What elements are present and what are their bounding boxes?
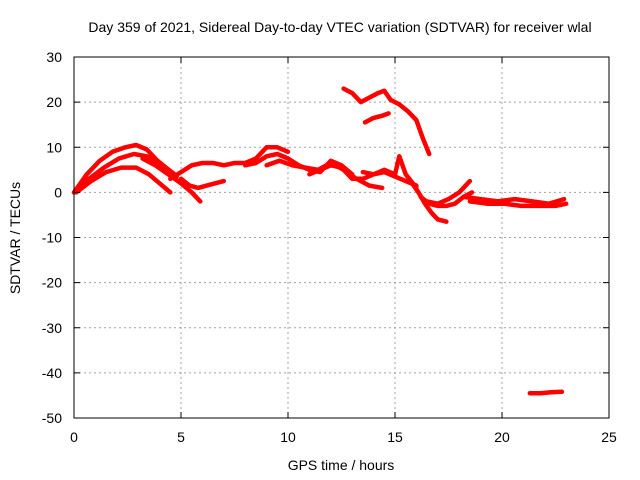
grid-layer xyxy=(74,57,609,418)
series-arc-17 xyxy=(362,111,391,125)
x-axis-label: GPS time / hours xyxy=(288,457,395,473)
x-tick-label: 20 xyxy=(494,429,510,445)
series-arc-11 xyxy=(409,181,449,224)
series-arc-6 xyxy=(178,176,227,191)
y-axis-label: SDTVAR / TECUs xyxy=(7,182,23,294)
x-tick-label: 10 xyxy=(280,429,296,445)
y-tick-label: 30 xyxy=(46,49,62,65)
series-arc-18 xyxy=(527,389,565,396)
y-tick-label: 0 xyxy=(54,184,62,200)
y-tick-label: -20 xyxy=(42,275,62,291)
tick-layer: 0 5 10 15 20 25 -50 -40 -30 -20 -10 0 10 20 30 xyxy=(42,49,617,445)
x-tick-label: 5 xyxy=(177,429,185,445)
y-tick-label: -30 xyxy=(42,320,62,336)
chart-title: Day 359 of 2021, Sidereal Day-to-day VTE… xyxy=(88,19,591,35)
series-arc-9 xyxy=(307,163,419,188)
x-tick-label: 15 xyxy=(387,429,403,445)
series-arc-15 xyxy=(467,199,569,209)
series-arc-4 xyxy=(140,156,203,204)
series-arc-13 xyxy=(424,178,473,206)
series-layer xyxy=(71,86,569,396)
series-arc-16 xyxy=(341,86,432,157)
y-tick-label: -50 xyxy=(42,410,62,426)
series-arc-2 xyxy=(71,151,179,195)
y-tick-label: -40 xyxy=(42,365,62,381)
x-tick-label: 25 xyxy=(601,429,617,445)
y-tick-label: 20 xyxy=(46,94,62,110)
series-arc-10 xyxy=(360,154,419,191)
y-tick-label: 10 xyxy=(46,139,62,155)
y-tick-label: -10 xyxy=(42,230,62,246)
series-arc-3 xyxy=(73,165,173,195)
series-arc-5 xyxy=(168,145,291,182)
x-tick-label: 0 xyxy=(70,429,78,445)
